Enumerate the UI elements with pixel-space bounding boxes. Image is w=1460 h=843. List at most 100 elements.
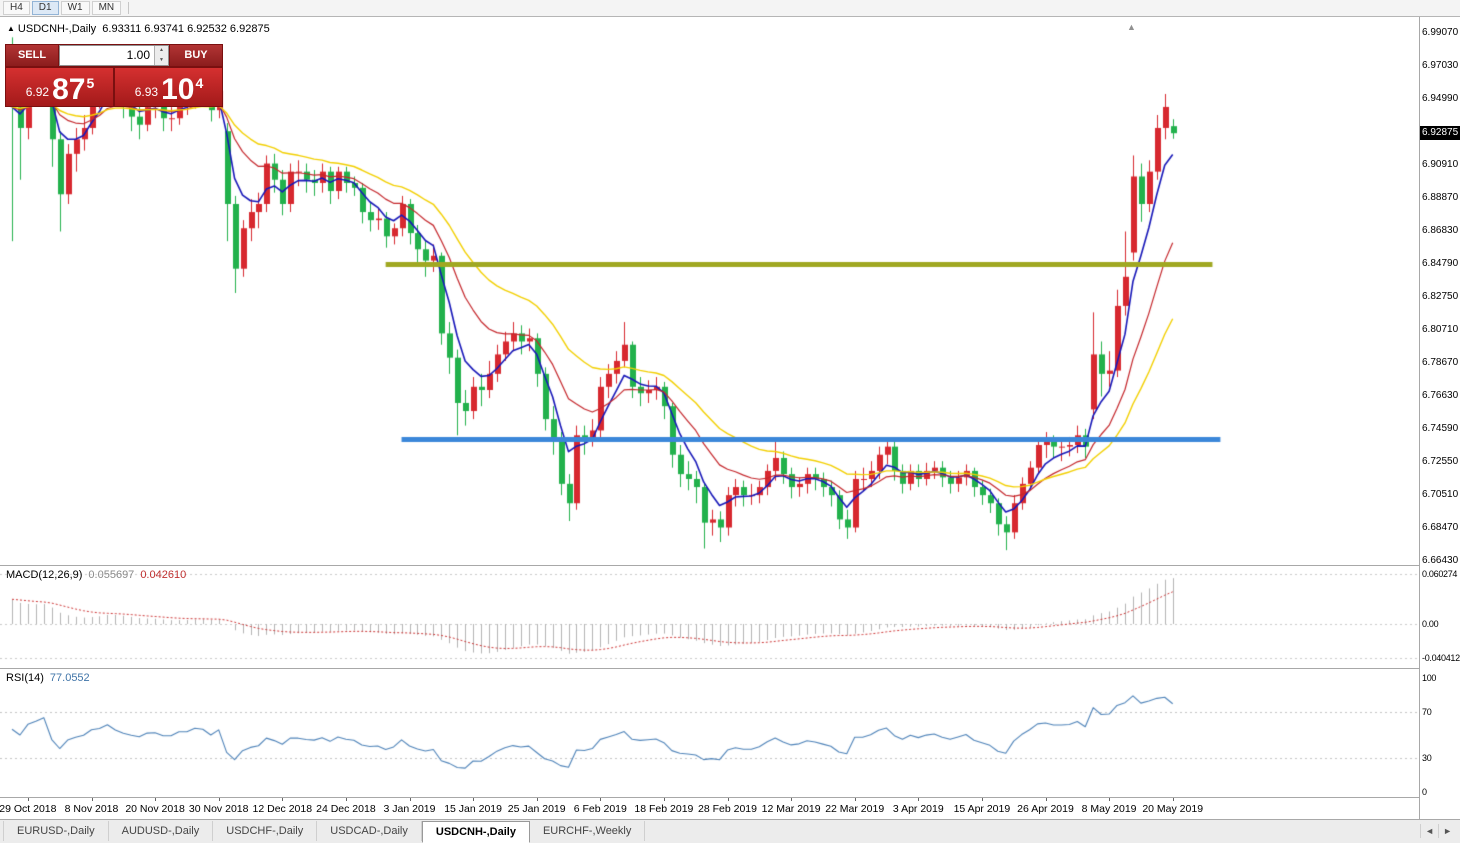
- chart-tab-eurusd-daily[interactable]: EURUSD-,Daily: [3, 821, 109, 841]
- time-axis-tick: [918, 798, 920, 801]
- time-axis-label: 8 May 2019: [1081, 803, 1137, 815]
- chart-tab-bar: EURUSD-,Daily AUDUSD-,Daily USDCHF-,Daily U…: [0, 819, 1460, 843]
- time-axis-tick: [1172, 798, 1174, 801]
- chart-title-marker-icon: ▲: [7, 24, 15, 33]
- rsi-name: RSI(14): [6, 672, 44, 684]
- scale-label: 6.74590: [1422, 423, 1459, 434]
- time-axis-label: 25 Jan 2019: [507, 803, 566, 815]
- scale-label: -0.040412: [1422, 652, 1460, 663]
- chart-tabs: EURUSD-,Daily AUDUSD-,Daily USDCHF-,Daily U…: [3, 820, 646, 843]
- chart-tab-eurchf-weekly[interactable]: EURCHF-,Weekly: [530, 821, 646, 841]
- price-scale-divider: [1419, 17, 1420, 820]
- chart-tab-audusd-daily[interactable]: AUDUSD-,Daily: [109, 821, 214, 841]
- time-axis-label: 15 Jan 2019: [444, 803, 502, 815]
- scale-label: 6.70510: [1422, 489, 1459, 500]
- sell-price-prefix: 6.92: [25, 85, 50, 99]
- sell-price-button[interactable]: 6.92 87 5: [6, 68, 113, 106]
- time-axis-tick: [854, 798, 856, 801]
- time-axis-tick: [91, 798, 93, 801]
- chart-symbol-label: USDCNH-,Daily: [17, 23, 97, 35]
- time-axis-tick: [1109, 798, 1111, 801]
- chart-tab-usdchf-daily[interactable]: USDCHF-,Daily: [213, 821, 318, 841]
- chart-tab-usdcad-daily[interactable]: USDCAD-,Daily: [317, 821, 422, 841]
- time-axis-label: 22 Mar 2019: [825, 803, 885, 815]
- buy-price-sup: 4: [195, 75, 204, 91]
- price-scale[interactable]: 6.92875 6.990706.970306.949906.929506.90…: [1420, 17, 1460, 797]
- time-axis-label: 24 Dec 2018: [316, 803, 376, 815]
- time-axis-label: 30 Nov 2018: [188, 803, 249, 815]
- scale-label: 6.80710: [1422, 324, 1459, 335]
- timeframe-button-mn[interactable]: MN: [91, 1, 122, 15]
- time-axis-label: 28 Feb 2019: [698, 803, 757, 815]
- time-axis-tick: [27, 798, 29, 801]
- current-price-tag: 6.92875: [1420, 126, 1460, 141]
- volume-input[interactable]: 1.00 ▲ ▼: [59, 45, 169, 66]
- macd-label: MACD(12,26,9) 0.055697 0.042610: [6, 569, 186, 581]
- scale-label: 0.00: [1422, 619, 1439, 629]
- volume-spinner: ▲ ▼: [154, 46, 168, 65]
- time-axis-label: 29 Oct 2018: [0, 803, 57, 815]
- time-axis-label: 6 Feb 2019: [573, 803, 627, 815]
- macd-panel-splitter[interactable]: [0, 565, 1460, 566]
- time-axis-tick: [663, 798, 665, 801]
- one-click-trading-panel: SELL 1.00 ▲ ▼ BUY 6.92 87 5 6.93 10 4: [5, 44, 223, 107]
- timeframe-button-w1[interactable]: W1: [60, 1, 90, 15]
- scale-label: 70: [1422, 707, 1432, 718]
- timeframe-button-d1[interactable]: D1: [31, 1, 59, 15]
- scale-label: 6.72550: [1422, 456, 1459, 467]
- buy-price-big: 10: [161, 73, 195, 106]
- timeframe-buttons: H4 D1 W1 MN: [3, 1, 123, 15]
- time-axis-tick: [409, 798, 411, 801]
- scale-label: 30: [1422, 752, 1432, 763]
- scale-label: 6.82750: [1422, 291, 1459, 302]
- tab-navigation: ◄ ►: [1420, 824, 1456, 838]
- chart-shift-marker-icon[interactable]: ▲: [1127, 22, 1136, 32]
- scale-label: 6.76630: [1422, 390, 1459, 401]
- time-axis[interactable]: 29 Oct 2018 8 Nov 2018 20 Nov 2018 30 Nov 2…: [0, 797, 1419, 820]
- macd-signal-value: 0.042610: [140, 569, 187, 581]
- time-axis-tick: [1045, 798, 1047, 801]
- scale-label: 6.94990: [1422, 93, 1459, 104]
- macd-name: MACD(12,26,9): [6, 569, 83, 581]
- time-axis-tick: [536, 798, 538, 801]
- scale-label: 6.99070: [1422, 27, 1459, 38]
- toolbar-separator: [128, 2, 130, 14]
- time-axis-label: 15 Apr 2019: [953, 803, 1011, 815]
- time-axis-label: 26 Apr 2019: [1017, 803, 1074, 815]
- scale-label: 6.86830: [1422, 225, 1459, 236]
- scale-label: 6.97030: [1422, 60, 1459, 71]
- time-axis-label: 20 Nov 2018: [125, 803, 185, 815]
- tab-scroll-right-icon[interactable]: ►: [1438, 824, 1456, 838]
- sell-price-sup: 5: [86, 75, 95, 91]
- macd-main-value: 0.055697: [88, 569, 135, 581]
- tab-scroll-left-icon[interactable]: ◄: [1420, 824, 1438, 838]
- time-axis-label: 18 Feb 2019: [634, 803, 694, 815]
- time-axis-tick: [981, 798, 983, 801]
- time-axis-tick: [727, 798, 729, 801]
- timeframe-toolbar: H4 D1 W1 MN: [0, 0, 1460, 17]
- volume-spinner-up-icon[interactable]: ▲: [155, 46, 168, 56]
- buy-price-prefix: 6.93: [134, 85, 159, 99]
- time-axis-tick: [155, 798, 157, 801]
- rsi-value: 77.0552: [49, 672, 90, 684]
- buy-price-button[interactable]: 6.93 10 4: [115, 68, 222, 106]
- time-axis-tick: [218, 798, 220, 801]
- volume-spinner-down-icon[interactable]: ▼: [155, 55, 168, 65]
- rsi-indicator-canvas[interactable]: [0, 669, 1419, 797]
- macd-indicator-canvas[interactable]: [0, 566, 1419, 668]
- buy-button[interactable]: BUY: [170, 45, 222, 66]
- sell-button[interactable]: SELL: [6, 45, 58, 66]
- sell-price-big: 87: [52, 73, 86, 106]
- timeframe-button-h4[interactable]: H4: [3, 1, 30, 15]
- scale-label: 0.060274: [1422, 568, 1458, 579]
- time-axis-label: 3 Jan 2019: [383, 803, 436, 815]
- scale-label: 6.88870: [1422, 192, 1459, 203]
- chart-tab-usdcnh-daily[interactable]: USDCNH-,Daily: [421, 821, 530, 843]
- scale-label: 6.68470: [1422, 522, 1459, 533]
- main-chart-canvas[interactable]: [0, 17, 1419, 565]
- volume-value: 1.00: [126, 48, 150, 62]
- rsi-panel-splitter[interactable]: [0, 668, 1460, 669]
- scale-label: 6.84790: [1422, 258, 1459, 269]
- chart-title: ▲ USDCNH-,Daily 6.93311 6.93741 6.92532 6…: [7, 23, 270, 35]
